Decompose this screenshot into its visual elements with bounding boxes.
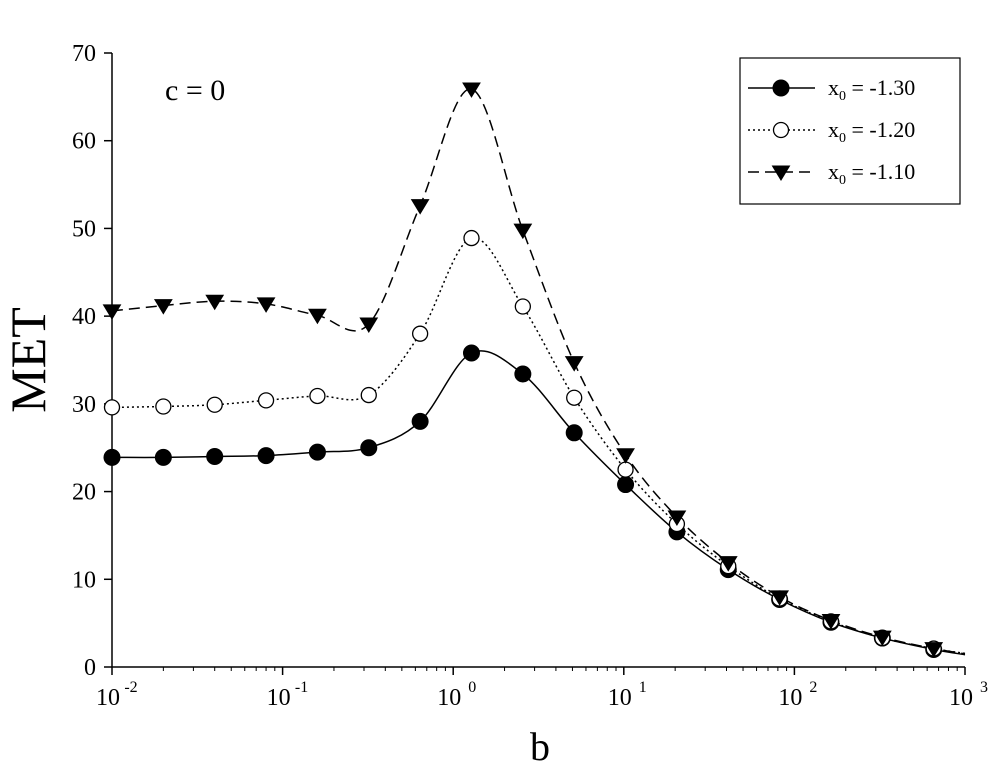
data-point-filled-circle (514, 365, 532, 383)
y-tick-label: 30 (72, 392, 96, 418)
x-tick-label: 10 (949, 685, 973, 711)
data-point-triangle-down (924, 642, 944, 658)
x-tick-label: 10 (267, 685, 291, 711)
data-point-open-circle (566, 389, 583, 406)
data-point-triangle-down (771, 165, 791, 181)
data-point-triangle-down (410, 199, 430, 215)
legend-entry-label: x0 = -1.30 (828, 75, 915, 104)
series-markers (102, 82, 944, 658)
data-point-filled-circle (206, 447, 224, 465)
data-point-filled-circle (462, 344, 480, 362)
panel-annotation: c = 0 (165, 74, 225, 107)
data-point-open-circle (155, 398, 172, 415)
data-point-triangle-down (308, 308, 327, 325)
data-point-filled-circle (565, 424, 583, 442)
data-point-filled-circle (103, 448, 121, 466)
y-axis-ticks: 0 10 20 30 40 50 60 70 (72, 41, 112, 681)
x-tick-label: 10 (778, 685, 802, 711)
data-point-triangle-down (821, 614, 841, 630)
data-point-triangle-down (564, 356, 584, 372)
x-tick-label: 10 (608, 685, 632, 711)
legend-entry-label: x0 = -1.20 (828, 117, 915, 146)
data-point-open-circle (103, 399, 121, 416)
data-point-open-circle (360, 386, 377, 404)
series-line-1 (111, 350, 966, 656)
x-tick-exponent: 0 (468, 679, 476, 696)
x-axis-ticks: 10 -2 10 -1 10 0 10 1 10 2 10 3 (96, 667, 988, 711)
y-tick-label: 10 (72, 567, 96, 593)
data-point-filled-circle (411, 412, 429, 430)
data-point-open-circle (617, 461, 634, 478)
data-point-open-circle (463, 229, 480, 247)
x-axis-label: b (530, 724, 550, 767)
data-point-triangle-down (102, 304, 122, 320)
y-tick-label: 70 (72, 41, 96, 67)
data-point-triangle-down (718, 556, 738, 572)
legend: x0 = -1.30 x0 = -1.20 x0 = -1.10 (739, 57, 961, 205)
data-point-open-circle (257, 392, 275, 409)
data-point-filled-circle (308, 443, 326, 461)
data-point-open-circle (309, 387, 326, 405)
data-point-triangle-down (359, 317, 379, 334)
legend-entry-label: x0 = -1.10 (828, 159, 915, 188)
data-point-triangle-down (256, 297, 276, 313)
data-point-filled-circle (257, 447, 275, 465)
data-point-filled-circle (617, 476, 635, 494)
x-tick-exponent: -2 (124, 679, 137, 696)
series-line-3 (111, 88, 966, 655)
data-point-open-circle (411, 325, 429, 342)
y-axis-label: MET (0, 307, 56, 413)
data-point-open-circle (206, 396, 223, 413)
data-point-filled-circle (360, 439, 378, 457)
y-tick-label: 40 (72, 304, 96, 330)
y-tick-label: 20 (72, 480, 96, 506)
x-tick-exponent: 3 (980, 679, 988, 696)
data-point-triangle-down (205, 294, 225, 311)
data-point-triangle-down (513, 223, 533, 240)
data-point-filled-circle (154, 448, 172, 466)
data-point-open-circle (772, 121, 790, 139)
y-tick-label: 50 (72, 216, 96, 242)
series-line-2 (111, 237, 966, 655)
x-tick-label: 10 (437, 685, 461, 711)
data-point-triangle-down (616, 448, 635, 464)
y-tick-label: 60 (72, 129, 96, 155)
x-tick-exponent: 1 (639, 679, 647, 696)
data-point-triangle-down (667, 510, 687, 526)
plot-frame (111, 53, 965, 668)
data-point-filled-circle (772, 79, 790, 97)
data-point-triangle-down (770, 590, 790, 606)
x-tick-exponent: 2 (809, 679, 817, 696)
data-point-triangle-down (462, 82, 481, 98)
x-tick-exponent: -1 (295, 679, 308, 696)
data-point-triangle-down (872, 630, 892, 647)
y-tick-label: 0 (84, 655, 96, 681)
data-point-triangle-down (153, 299, 173, 315)
data-point-open-circle (514, 298, 531, 315)
x-tick-label: 10 (96, 685, 120, 711)
